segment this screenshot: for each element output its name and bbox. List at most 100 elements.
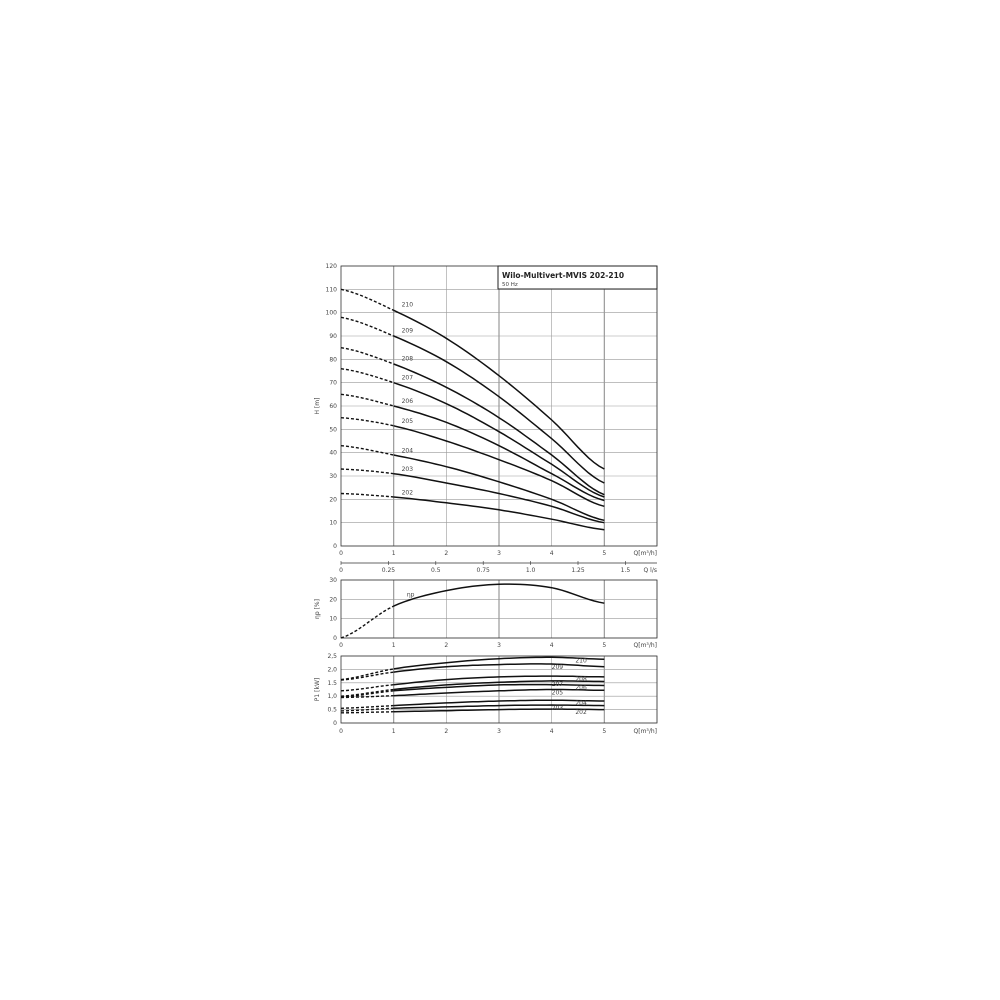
y-tick-label: 100 [326, 310, 338, 317]
curve-label-205: 205 [402, 418, 414, 425]
curve-label-208: 208 [575, 676, 587, 683]
y-tick-label: 40 [329, 450, 337, 457]
curve-202 [393, 496, 605, 531]
x-tick-label: 0 [339, 728, 343, 735]
y-tick-label: 60 [329, 403, 337, 410]
x-tick-label: 3 [497, 642, 501, 649]
curve-dashed-210 [340, 288, 394, 311]
x-tick-label: 5 [602, 728, 606, 735]
curve-label-206: 206 [575, 685, 587, 692]
y-tick-label: 80 [329, 356, 337, 363]
curve-209 [393, 663, 605, 673]
curve-209 [393, 335, 605, 484]
curve-206 [393, 405, 605, 502]
curve-203 [393, 704, 605, 710]
curve-label-209: 209 [402, 327, 414, 334]
curve-dashed-204 [340, 445, 394, 456]
curve-dashed-ηp [340, 605, 395, 639]
y-axis-label: H [m] [314, 398, 321, 415]
curve-label-202: 202 [402, 490, 414, 497]
y-tick-label: 70 [329, 380, 337, 387]
curve-dashed-205 [340, 417, 394, 427]
x-tick-label: 0 [339, 642, 343, 649]
x-tick-label: 2 [444, 642, 448, 649]
y-tick-label: 30 [329, 577, 337, 584]
curve-dashed-210 [340, 668, 394, 681]
curve-210 [393, 656, 605, 670]
curve-label-209: 209 [552, 664, 564, 671]
curve-label-204: 204 [402, 447, 414, 454]
x-tick-label: 2 [444, 728, 448, 735]
curve-202 [393, 708, 605, 713]
secondary-tick-label: 0.5 [431, 567, 441, 574]
y-tick-label: 20 [329, 496, 337, 503]
x-tick-label: 1 [392, 642, 396, 649]
curve-dashed-206 [340, 393, 394, 407]
y-tick-label: 0 [333, 543, 337, 550]
y-tick-label: 0 [333, 635, 337, 642]
x-tick-label: 3 [497, 550, 501, 557]
x-tick-label: 4 [550, 642, 554, 649]
x-tick-label: 4 [550, 550, 554, 557]
plot-frame [340, 579, 658, 639]
x-axis-label: Q[m³/h] [634, 728, 657, 735]
curve-208 [393, 363, 605, 496]
curve-dashed-204 [340, 704, 394, 709]
x-tick-label: 4 [550, 728, 554, 735]
secondary-tick-label: 0.75 [477, 567, 491, 574]
curve-dashed-202 [340, 492, 394, 498]
x-tick-label: 1 [392, 728, 396, 735]
curve-203 [393, 472, 605, 524]
y-axis-label: P1 [kW] [314, 678, 321, 701]
curve-208 [393, 675, 605, 686]
curve-dashed-207 [340, 368, 394, 384]
curve-label-202: 202 [575, 709, 587, 716]
curve-label-203: 203 [552, 705, 564, 712]
secondary-tick-label: 1.25 [571, 567, 585, 574]
x-axis-label: Q[m³/h] [634, 642, 657, 649]
curve-dashed-205 [340, 695, 394, 699]
y-tick-label: 10 [329, 520, 337, 527]
curve-dashed-207 [340, 688, 394, 697]
chart-title: Wilo-Multivert-MVIS 202-210 [502, 271, 624, 280]
secondary-tick-label: 1.0 [526, 567, 536, 574]
y-tick-label: 0.5 [327, 707, 337, 714]
curve-label-207: 207 [402, 374, 414, 381]
y-tick-label: 1.5 [327, 680, 337, 687]
curve-205 [393, 688, 605, 697]
curve-dashed-206 [340, 690, 394, 698]
curve-205 [393, 425, 605, 508]
chart-subtitle: 50 Hz [502, 282, 518, 288]
curve-ηp [393, 583, 605, 607]
title-box [497, 265, 658, 290]
plot-frame [340, 655, 658, 724]
y-tick-label: 50 [329, 426, 337, 433]
secondary-tick-label: 0.25 [382, 567, 396, 574]
curve-dashed-209 [340, 316, 394, 337]
y-tick-label: 0 [333, 720, 337, 727]
x-tick-label: 5 [602, 550, 606, 557]
curve-204 [393, 454, 605, 522]
y-axis-label: ηp [%] [314, 599, 321, 619]
x-tick-label: 5 [602, 642, 606, 649]
curve-dashed-208 [340, 347, 394, 365]
curve-207 [393, 381, 605, 498]
curve-204 [393, 699, 605, 707]
curve-dashed-208 [340, 684, 394, 692]
y-tick-label: 110 [326, 286, 338, 293]
curve-dashed-209 [340, 671, 394, 681]
curve-dashed-203 [340, 468, 394, 475]
curve-label-203: 203 [402, 466, 414, 473]
curve-207 [393, 680, 605, 691]
x-tick-label: 3 [497, 728, 501, 735]
x-axis-label: Q[m³/h] [634, 550, 657, 557]
curve-label-207: 207 [552, 681, 564, 688]
y-tick-label: 2,5 [327, 653, 337, 660]
curve-label-ηp: ηp [407, 591, 415, 598]
y-tick-label: 20 [329, 596, 337, 603]
y-tick-label: 10 [329, 616, 337, 623]
secondary-tick-label: 0 [339, 567, 343, 574]
curve-label-206: 206 [402, 398, 414, 405]
curve-dashed-203 [340, 707, 394, 712]
